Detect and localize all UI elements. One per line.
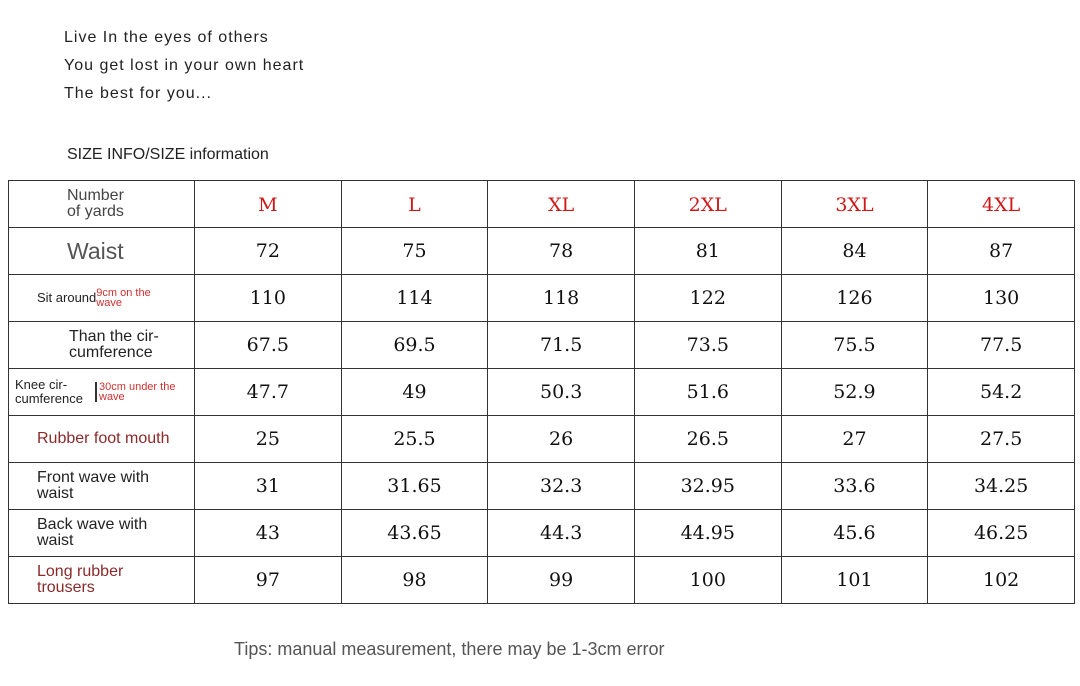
row-label: Front wave with waist [8,462,195,510]
value-cell: 31.65 [340,462,489,510]
row-label: Than the cir-cumference [8,321,195,369]
value-cell: 27 [780,415,929,463]
value-cell: 71.5 [487,321,635,369]
value-cell: 102 [927,556,1075,604]
value-cell: 43.65 [340,509,489,557]
value-cell: 46.25 [927,509,1075,557]
row-note: 9cm on the wave [96,287,151,309]
intro: Live In the eyes of others You get lost i… [64,24,304,108]
table-row: Rubber foot mouth 25 25.5 26 26.5 27 27.5 [8,415,1075,463]
value-cell: 126 [780,274,929,322]
size-header: M [194,180,342,228]
value-cell: 44.3 [487,509,635,557]
row-label: Long rubber trousers [8,556,195,604]
intro-line: The best for you... [64,85,212,102]
value-cell: 118 [487,274,635,322]
intro-line: You get lost in your own heart [64,57,305,74]
table-row: Front wave with waist 31 31.65 32.3 32.95 33.… [8,462,1075,510]
row-label-text: Rubber foot mouth [37,429,170,447]
table-row: Knee cir-cumference 30cm under the wave 47… [8,368,1075,416]
table-row: Waist 72 75 78 81 84 87 [8,227,1075,275]
row-label: Waist [8,227,195,275]
value-cell: 130 [927,274,1075,322]
value-cell: 87 [927,227,1075,275]
value-cell: 75.5 [780,321,929,369]
value-cell: 27.5 [927,415,1075,463]
value-cell: 32.3 [487,462,635,510]
value-cell: 101 [780,556,929,604]
value-cell: 67.5 [194,321,342,369]
table-row: Long rubber trousers 97 98 99 100 101 102 [8,556,1075,604]
value-cell: 81 [633,227,782,275]
value-cell: 34.25 [927,462,1075,510]
value-cell: 47.7 [194,368,342,416]
tip: Tips: manual measurement, there may be 1… [234,639,665,659]
row-label-text: Back wave with waist [37,516,148,549]
header-label: Number of yards [8,180,195,228]
value-cell: 43 [194,509,342,557]
header-row: Number of yards M L XL 2XL 3XL 4XL [8,180,1075,228]
value-cell: 99 [487,556,635,604]
header-text: M [258,193,278,216]
value-cell: 122 [633,274,782,322]
value-cell: 26.5 [633,415,782,463]
header-text: 2XL [688,193,727,216]
value-cell: 77.5 [927,321,1075,369]
value-cell: 50.3 [487,368,635,416]
value-cell: 72 [194,227,342,275]
size-header: 2XL [633,180,782,228]
value-cell: 44.95 [633,509,782,557]
table-row: Sit around9cm on the wave 110 114 118 122 126… [8,274,1075,322]
row-label: Knee cir-cumference 30cm under the wave [8,368,195,416]
value-cell: 32.95 [633,462,782,510]
value-cell: 45.6 [780,509,929,557]
value-cell: 78 [487,227,635,275]
header-text: 4XL [982,193,1021,216]
value-cell: 25 [194,415,342,463]
row-label-text: Waist [67,237,124,264]
row-label-text: Long rubber trousers [37,563,124,596]
header-text: L [408,193,421,216]
size-header: L [340,180,489,228]
value-cell: 100 [633,556,782,604]
value-cell: 31 [194,462,342,510]
value-cell: 110 [194,274,342,322]
row-label: Back wave with waist [8,509,195,557]
value-cell: 84 [780,227,929,275]
value-cell: 75 [340,227,489,275]
value-cell: 26 [487,415,635,463]
row-label-text: Front wave with waist [37,469,150,502]
header-text: XL [548,193,575,216]
row-label: Rubber foot mouth [8,415,195,463]
value-cell: 114 [340,274,489,322]
value-cell: 25.5 [340,415,489,463]
value-cell: 97 [194,556,342,604]
intro-line: Live In the eyes of others [64,29,269,46]
row-note: 30cm under the wave [95,382,179,403]
value-cell: 52.9 [780,368,929,416]
row-label-text: Than the cir-cumference [69,328,159,361]
size-header: XL [487,180,635,228]
value-cell: 51.6 [633,368,782,416]
table-row: Than the cir-cumference 67.5 69.5 71.5 73.5 7… [8,321,1075,369]
value-cell: 33.6 [780,462,929,510]
row-label-text: Sit around [37,290,97,305]
value-cell: 49 [340,368,489,416]
value-cell: 54.2 [927,368,1075,416]
size-table: Number of yards M L XL 2XL 3XL 4XL Waist 72 75 78 8… [8,180,1075,604]
table-row: Back wave with waist 43 43.65 44.3 44.95 45.6… [8,509,1075,557]
value-cell: 98 [340,556,489,604]
size-header: 3XL [780,180,929,228]
row-label-text: Knee cir-cumference [15,377,83,406]
row-label: Sit around9cm on the wave [8,274,195,322]
value-cell: 73.5 [633,321,782,369]
size-header: 4XL [927,180,1075,228]
table-title: SIZE INFO/SIZE information [67,146,269,163]
value-cell: 69.5 [340,321,489,369]
header-text: 3XL [835,193,874,216]
header-text: Number of yards [67,187,124,220]
